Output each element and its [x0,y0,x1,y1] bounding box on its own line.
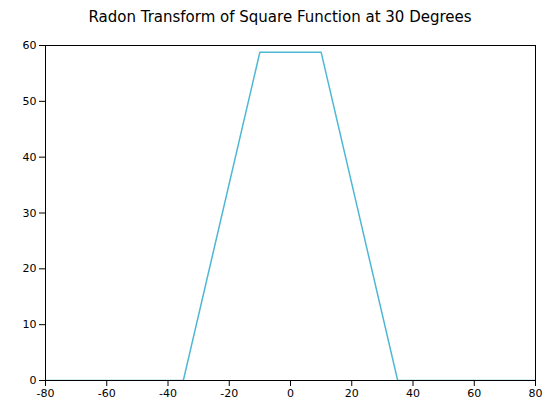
svg-text:10: 10 [23,318,37,331]
svg-text:-60: -60 [98,387,116,400]
svg-text:0: 0 [287,387,294,400]
svg-text:20: 20 [345,387,359,400]
svg-text:40: 40 [23,151,37,164]
svg-text:80: 80 [529,387,543,400]
svg-text:60: 60 [23,39,37,52]
svg-text:-40: -40 [159,387,177,400]
svg-text:60: 60 [467,387,481,400]
svg-text:50: 50 [23,95,37,108]
html-text:Radon Transform of Square Func: Radon Transform of Square Function at 30… [88,8,472,26]
svg-text:-80: -80 [37,387,55,400]
svg-text:20: 20 [23,262,37,275]
svg-text:40: 40 [406,387,420,400]
svg-text:0: 0 [30,374,37,387]
svg-text:-20: -20 [220,387,238,400]
svg-text:30: 30 [23,207,37,220]
